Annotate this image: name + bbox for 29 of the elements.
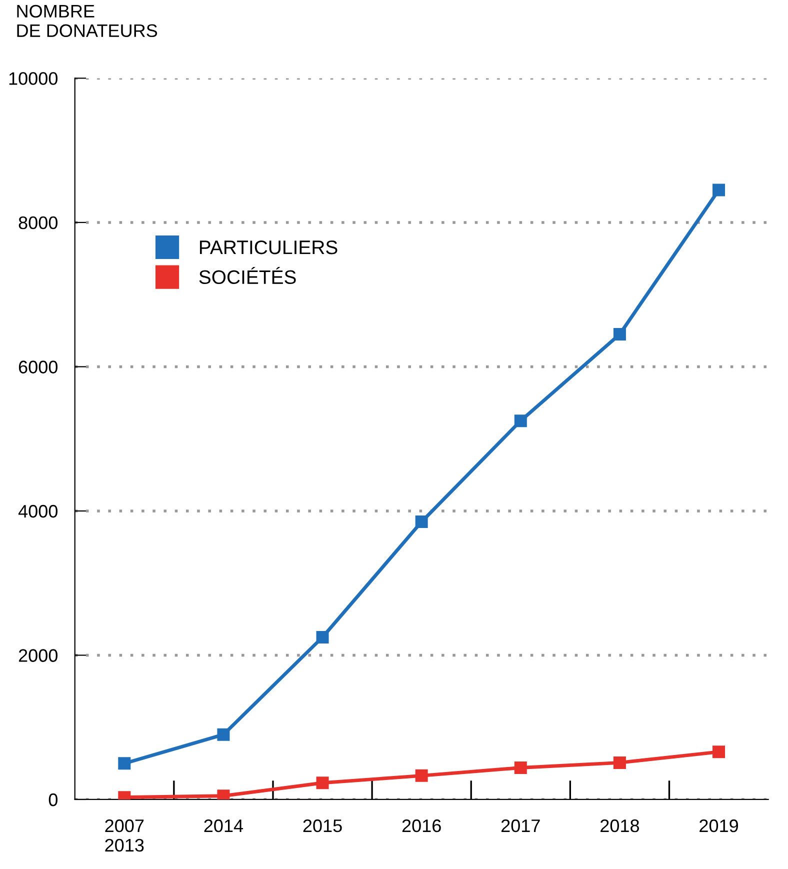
point [613,328,626,341]
point [316,776,329,790]
x-tick-label: 2015 [303,819,342,832]
point [415,769,428,782]
y-tick-label: 8000 [18,216,58,230]
y-tick-label: 4000 [18,504,58,518]
legend-label: PARTICULIERS [200,240,338,254]
y-tick-label: 0 [48,793,58,806]
x-tick-label: 2016 [402,819,441,832]
x-tick-label: 2014 [204,819,244,832]
y-tick-label: 2000 [18,649,58,662]
point [316,630,329,644]
point [217,728,230,741]
legend-label: SOCIÉTÉS [199,266,296,284]
x-tick-label: 2018 [600,819,640,832]
point [712,746,726,758]
x-tick-label: 2007 2013 [105,819,144,852]
y-tick-label: 6000 [18,360,58,374]
point [514,761,527,774]
point [415,516,428,528]
x-tick-label: 2017 [501,819,540,832]
point [613,756,626,769]
point [217,790,230,800]
point [118,757,131,770]
point [514,414,527,428]
y-tick-label: 10000 [9,72,58,85]
y-axis-title: NOMBRE DE DONATEURS [17,4,158,38]
point [712,184,726,196]
x-tick-label: 2019 [700,819,738,832]
